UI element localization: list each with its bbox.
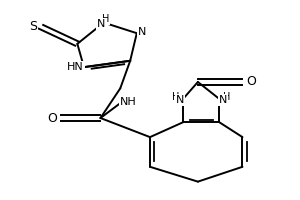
Text: NH: NH bbox=[120, 97, 137, 107]
Text: N: N bbox=[138, 27, 146, 37]
Text: H: H bbox=[172, 92, 179, 102]
Text: H: H bbox=[223, 92, 230, 102]
Text: O: O bbox=[246, 75, 256, 88]
Text: H: H bbox=[102, 14, 109, 24]
Text: S: S bbox=[29, 20, 37, 33]
Text: N: N bbox=[97, 19, 105, 29]
Text: N: N bbox=[176, 95, 184, 105]
Text: O: O bbox=[48, 112, 58, 125]
Text: N: N bbox=[218, 95, 227, 105]
Text: HN: HN bbox=[67, 62, 84, 72]
